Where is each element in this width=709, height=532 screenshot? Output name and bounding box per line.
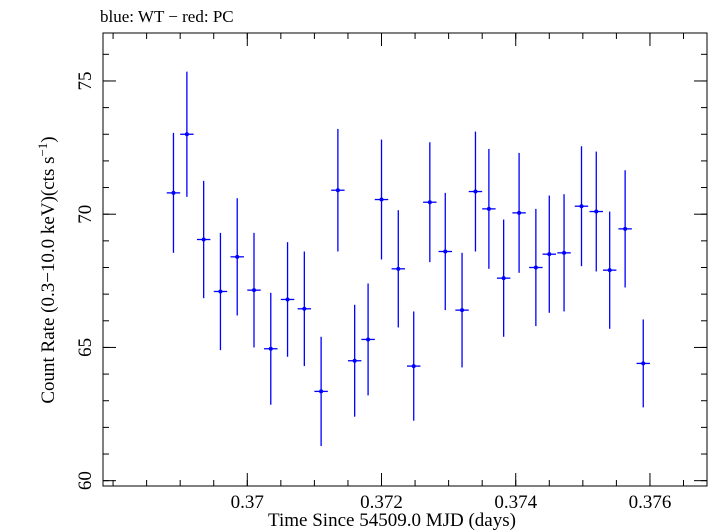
data-point xyxy=(213,232,228,351)
data-point xyxy=(407,311,421,421)
data-point xyxy=(542,195,556,313)
plot-frame xyxy=(102,32,708,487)
data-point xyxy=(361,283,375,396)
data-point xyxy=(589,151,603,272)
data-point xyxy=(280,242,295,357)
data-point xyxy=(180,71,194,197)
point-marker xyxy=(411,364,416,369)
data-point xyxy=(230,198,244,316)
y-tick-label: 70 xyxy=(75,205,96,224)
point-marker xyxy=(235,254,240,259)
point-marker xyxy=(562,250,567,255)
data-point xyxy=(468,131,483,252)
data-point xyxy=(247,232,261,348)
data-point xyxy=(391,210,405,328)
y-tick-label: 75 xyxy=(75,71,96,90)
point-marker xyxy=(335,188,340,193)
data-point xyxy=(314,336,328,447)
point-marker xyxy=(486,206,491,211)
point-marker xyxy=(218,289,223,294)
data-point xyxy=(264,292,278,405)
point-marker xyxy=(547,252,552,257)
point-marker xyxy=(171,190,176,195)
y-axis-label: Count Rate (0.3−10.0 keV)(cts s−1) xyxy=(35,136,59,403)
point-marker xyxy=(268,346,273,351)
data-point xyxy=(297,251,312,367)
x-tick-label: 0.376 xyxy=(629,492,672,513)
point-marker xyxy=(184,132,189,137)
point-marker xyxy=(366,337,371,342)
data-points xyxy=(166,71,650,447)
axis-ticks xyxy=(103,33,707,486)
point-marker xyxy=(517,210,522,215)
data-point xyxy=(512,152,526,273)
data-point xyxy=(574,146,589,267)
x-axis-label: Time Since 54509.0 MJD (days) xyxy=(268,510,516,531)
data-point xyxy=(423,142,437,263)
point-marker xyxy=(623,226,628,231)
point-marker xyxy=(302,306,307,311)
data-point xyxy=(529,208,543,327)
point-marker xyxy=(427,200,432,205)
point-marker xyxy=(396,266,401,271)
data-point xyxy=(482,148,496,269)
x-tick-label: 0.374 xyxy=(494,492,537,513)
data-point xyxy=(636,319,650,408)
point-marker xyxy=(641,361,646,366)
point-marker xyxy=(252,288,256,293)
point-marker xyxy=(319,389,324,394)
data-point xyxy=(331,128,345,252)
point-marker xyxy=(379,197,384,202)
data-point xyxy=(347,304,362,417)
y-axis-label-superscript: −1 xyxy=(35,143,50,157)
x-tick-label: 0.37 xyxy=(231,492,264,513)
data-point xyxy=(618,170,632,288)
plot-area: 0.37 0.372 0.374 0.376 60 65 70 75 xyxy=(75,32,708,513)
data-point xyxy=(374,139,389,260)
point-marker xyxy=(352,358,357,363)
y-tick-labels: 60 65 70 75 xyxy=(75,71,96,490)
data-point xyxy=(438,192,452,311)
point-marker xyxy=(473,189,478,194)
point-marker xyxy=(579,204,584,209)
y-tick-label: 65 xyxy=(75,338,96,357)
y-axis-label-main: Count Rate (0.3−10.0 keV)(cts s xyxy=(38,157,59,404)
point-marker xyxy=(285,297,290,302)
y-tick-label: 60 xyxy=(75,471,96,490)
x-tick-labels: 0.37 0.372 0.374 0.376 xyxy=(231,492,672,513)
data-point xyxy=(496,219,511,337)
x-tick-label: 0.372 xyxy=(360,492,403,513)
data-point xyxy=(196,180,211,299)
point-marker xyxy=(533,265,538,270)
point-marker xyxy=(460,308,465,313)
point-marker xyxy=(201,237,206,242)
chart-title: blue: WT − red: PC xyxy=(100,7,234,26)
data-point xyxy=(557,194,571,312)
y-axis-label-close: ) xyxy=(38,136,59,142)
point-marker xyxy=(607,268,612,273)
data-point xyxy=(602,211,617,329)
point-marker xyxy=(594,209,599,214)
point-marker xyxy=(501,276,506,281)
data-point xyxy=(455,252,469,368)
point-marker xyxy=(443,249,448,254)
data-point xyxy=(166,132,181,253)
